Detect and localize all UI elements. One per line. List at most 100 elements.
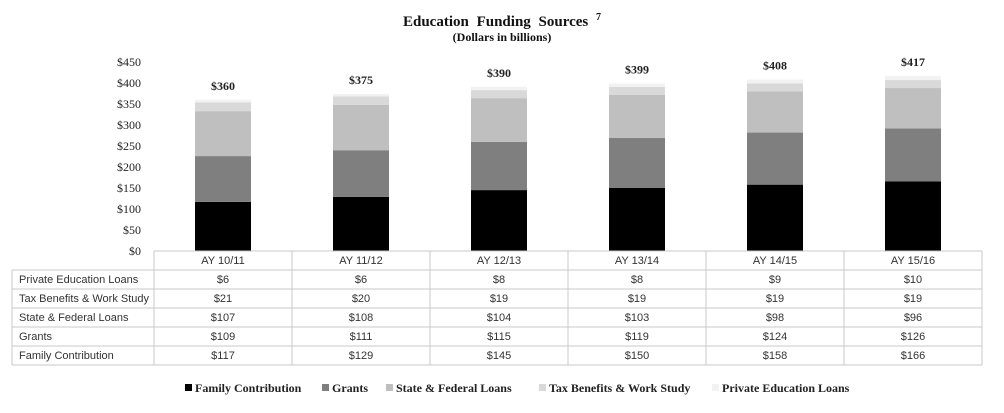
y-tick-label: $250 <box>117 139 141 153</box>
bar-total-label: $360 <box>211 79 235 93</box>
bar-segment <box>333 96 389 105</box>
data-table-cell: $20 <box>352 293 370 305</box>
table-row-label: Private Education Loans <box>19 274 139 286</box>
legend-label: Private Education Loans <box>722 381 850 395</box>
y-tick-label: $300 <box>117 118 141 132</box>
bar-segment <box>609 86 665 95</box>
y-tick-label: $450 <box>117 55 141 69</box>
table-row-label: State & Federal Loans <box>19 312 129 324</box>
bar-segment <box>195 102 251 112</box>
table-row-label: Grants <box>19 331 53 343</box>
legend-swatch <box>322 384 329 391</box>
bar-segment <box>195 99 251 103</box>
bar-segment <box>747 184 803 251</box>
data-table-cell: $19 <box>628 293 646 305</box>
bar-segment <box>195 156 251 202</box>
bar-segment <box>333 196 389 251</box>
bar-segment <box>333 150 389 197</box>
legend-label: Tax Benefits & Work Study <box>549 381 690 395</box>
bar-segment <box>747 132 803 185</box>
data-table-cell: $21 <box>214 293 232 305</box>
data-table-cell: $8 <box>631 274 643 286</box>
bar-segment <box>609 94 665 139</box>
data-table-cell: $8 <box>493 274 505 286</box>
y-tick-label: $200 <box>117 160 141 174</box>
data-table-cell: $103 <box>625 312 649 324</box>
x-tick-label: AY 15/16 <box>891 255 935 267</box>
bar-segment <box>609 83 665 87</box>
bar-segment <box>471 141 527 191</box>
data-table-cell: $96 <box>904 312 922 324</box>
data-table-cell: $9 <box>769 274 781 286</box>
y-tick-label: $150 <box>117 181 141 195</box>
bar-segment <box>885 80 941 89</box>
data-table-cell: $115 <box>487 331 511 343</box>
data-table-cell: $19 <box>904 293 922 305</box>
data-table-cell: $107 <box>211 312 235 324</box>
bar-segment <box>885 75 941 81</box>
data-table-cell: $150 <box>625 350 649 362</box>
data-table-cell: $6 <box>217 274 229 286</box>
data-table-cell: $98 <box>766 312 784 324</box>
bar-segment <box>471 90 527 99</box>
y-tick-label: $400 <box>117 76 141 90</box>
data-table-cell: $166 <box>901 350 925 362</box>
data-table-cell: $117 <box>211 350 235 362</box>
x-tick-label: AY 14/15 <box>753 255 797 267</box>
x-tick-label: AY 13/14 <box>615 255 659 267</box>
x-tick-label: AY 10/11 <box>201 255 244 267</box>
data-table-cell: $145 <box>487 350 511 362</box>
data-table-cell: $10 <box>904 274 922 286</box>
data-table-cell: $124 <box>763 331 787 343</box>
legend-swatch <box>386 384 393 391</box>
title-footnote: 7 <box>596 12 602 23</box>
legend-label: State & Federal Loans <box>396 381 512 395</box>
legend-label: Family Contribution <box>195 381 302 395</box>
bar-segment <box>195 111 251 157</box>
x-tick-label: AY 12/13 <box>477 255 521 267</box>
legend-label: Grants <box>332 381 368 395</box>
bar-segment <box>471 190 527 251</box>
x-tick-label: AY 11/12 <box>339 255 382 267</box>
bar-segment <box>471 98 527 142</box>
data-table-cell: $109 <box>211 331 235 343</box>
data-table-cell: $6 <box>355 274 367 286</box>
y-tick-label: $0 <box>129 244 141 258</box>
table-row-label: Family Contribution <box>19 350 114 362</box>
data-table-cell: $119 <box>625 331 649 343</box>
bar-segment <box>195 201 251 251</box>
bar-segment <box>471 86 527 91</box>
table-row-label: Tax Benefits & Work Study <box>19 293 150 305</box>
chart-title-text: Education Funding Sources <box>402 14 589 30</box>
chart-subtitle: (Dollars in billions) <box>452 30 552 44</box>
data-table-cell: $104 <box>487 312 511 324</box>
bar-segment <box>885 181 941 251</box>
bar-segment <box>609 188 665 251</box>
data-table-cell: $108 <box>349 312 373 324</box>
legend-swatch <box>185 384 192 391</box>
data-table-cell: $129 <box>349 350 373 362</box>
y-tick-label: $350 <box>117 97 141 111</box>
y-tick-label: $50 <box>123 223 141 237</box>
bar-segment <box>747 83 803 92</box>
bar-segment <box>609 138 665 188</box>
data-table-cell: $19 <box>490 293 508 305</box>
chart-title: Education Funding Sources 7 <box>0 12 1004 31</box>
bar-segment <box>333 93 389 97</box>
y-tick-label: $100 <box>117 202 141 216</box>
bar-segment <box>747 91 803 133</box>
data-table-cell: $111 <box>350 331 373 343</box>
bar-segment <box>885 128 941 182</box>
legend-swatch <box>539 384 546 391</box>
bar-total-label: $375 <box>349 73 373 87</box>
data-table-cell: $19 <box>766 293 784 305</box>
bar-total-label: $399 <box>625 62 649 76</box>
bar-total-label: $390 <box>487 66 511 80</box>
bar-total-label: $408 <box>763 59 787 73</box>
data-table-cell: $158 <box>763 350 787 362</box>
bar-segment <box>885 88 941 129</box>
legend-swatch <box>712 384 719 391</box>
bar-segment <box>333 104 389 151</box>
